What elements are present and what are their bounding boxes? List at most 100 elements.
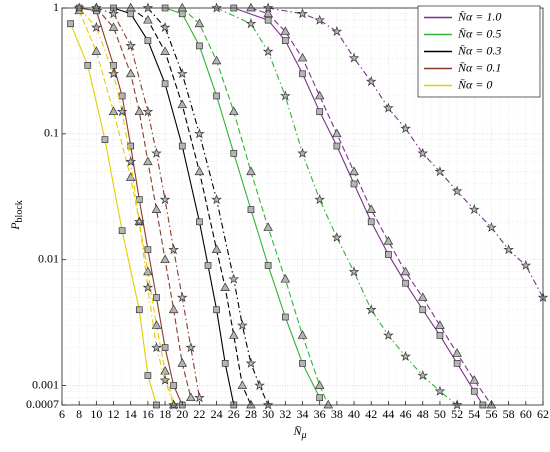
triangle-marker — [177, 99, 188, 109]
star-marker — [400, 350, 411, 362]
square-marker — [213, 92, 220, 100]
star-marker — [211, 194, 222, 205]
x-tick-label: 58 — [503, 407, 515, 421]
square-marker — [161, 80, 169, 88]
star-marker — [245, 18, 257, 29]
lines — [67, 2, 549, 410]
star-marker — [108, 8, 119, 19]
line-path — [268, 7, 544, 298]
x-tick-label: 16 — [142, 407, 154, 421]
star-marker — [245, 357, 257, 368]
legend: N̄α = 1.0 N̄α = 0.5 N̄α = 0.3 N̄α = 0.1 N̄α … — [417, 5, 541, 98]
series-line — [262, 2, 549, 303]
star-marker — [348, 52, 360, 63]
triangle-marker — [91, 46, 102, 55]
square-marker — [67, 20, 74, 28]
square-marker — [178, 142, 186, 150]
line-path — [164, 7, 321, 398]
legend-label: N̄α = 0.3 — [457, 43, 501, 57]
triangle-marker — [177, 2, 188, 12]
triangle-marker — [186, 392, 196, 402]
square-marker — [84, 62, 92, 69]
triangle-marker — [323, 399, 334, 409]
square-marker — [367, 218, 375, 226]
star-marker — [142, 106, 154, 117]
x-tick-label: 48 — [417, 407, 429, 421]
line-path — [96, 7, 200, 398]
x-tick-label: 14 — [125, 407, 137, 421]
star-marker — [520, 259, 532, 270]
star-marker — [262, 2, 274, 13]
star-marker — [365, 304, 377, 315]
legend-label: N̄α = 0.1 — [457, 60, 501, 74]
x-tick-label: 46 — [400, 407, 412, 421]
series-line — [125, 2, 256, 409]
triangle-marker — [211, 55, 222, 65]
series-line — [230, 4, 487, 409]
x-tick-label: 50 — [434, 407, 446, 421]
star-marker — [91, 2, 102, 13]
series-line — [73, 2, 179, 410]
x-tick-label: 42 — [365, 407, 377, 421]
square-marker — [204, 262, 212, 269]
star-marker — [151, 342, 162, 353]
x-label-main: N̄ — [292, 424, 302, 438]
star-marker — [400, 123, 411, 134]
x-tick-label: 30 — [262, 407, 274, 421]
square-marker — [213, 306, 220, 314]
triangle-marker — [246, 2, 256, 12]
y-label-sub: block — [14, 200, 25, 222]
square-marker — [170, 382, 178, 389]
legend-label: N̄α = 0.5 — [457, 26, 501, 40]
star-marker — [134, 216, 145, 227]
triangle-marker — [151, 320, 162, 329]
legend-label: N̄α = 1.0 — [457, 9, 501, 23]
star-marker — [142, 2, 154, 13]
x-tick-label: 18 — [159, 407, 171, 421]
square-marker — [453, 359, 461, 367]
star-marker — [228, 273, 240, 284]
square-marker — [281, 313, 289, 321]
star-marker — [262, 46, 274, 57]
square-marker — [135, 196, 143, 203]
star-marker — [168, 399, 179, 410]
y-tick-label: 0.0007 — [26, 397, 59, 411]
square-marker — [153, 294, 160, 301]
star-marker — [108, 68, 119, 79]
star-marker — [159, 194, 171, 205]
star-marker — [142, 282, 154, 293]
x-tick-label: 36 — [314, 407, 326, 421]
triangle-marker — [280, 273, 291, 283]
triangle-marker — [108, 106, 119, 116]
triangle-marker — [220, 282, 230, 291]
x-tick-label: 56 — [485, 407, 497, 421]
triangle-marker — [383, 236, 394, 245]
square-marker — [127, 10, 135, 18]
square-marker — [281, 37, 289, 45]
x-tick-label: 22 — [193, 407, 205, 421]
line-path — [250, 7, 492, 406]
triangle-marker — [297, 330, 308, 339]
x-tick-label: 40 — [348, 407, 360, 421]
star-marker — [383, 329, 394, 340]
x-tick-label: 6 — [59, 407, 65, 421]
star-marker — [434, 166, 446, 177]
star-marker — [383, 102, 394, 113]
star-marker — [159, 374, 171, 385]
star-marker — [280, 90, 291, 101]
triangle-marker — [237, 380, 248, 389]
star-marker — [194, 392, 205, 403]
square-marker — [144, 246, 152, 254]
square-marker — [436, 332, 444, 339]
triangle-marker — [134, 106, 145, 116]
star-marker — [237, 319, 248, 330]
x-tick-label: 44 — [382, 407, 394, 421]
series-line — [91, 2, 196, 402]
square-marker — [118, 227, 126, 235]
square-marker — [144, 37, 152, 45]
triangle-marker — [228, 106, 239, 116]
x-tick-label: 34 — [297, 407, 309, 421]
triangle-marker — [469, 375, 480, 384]
line-path — [95, 7, 192, 398]
